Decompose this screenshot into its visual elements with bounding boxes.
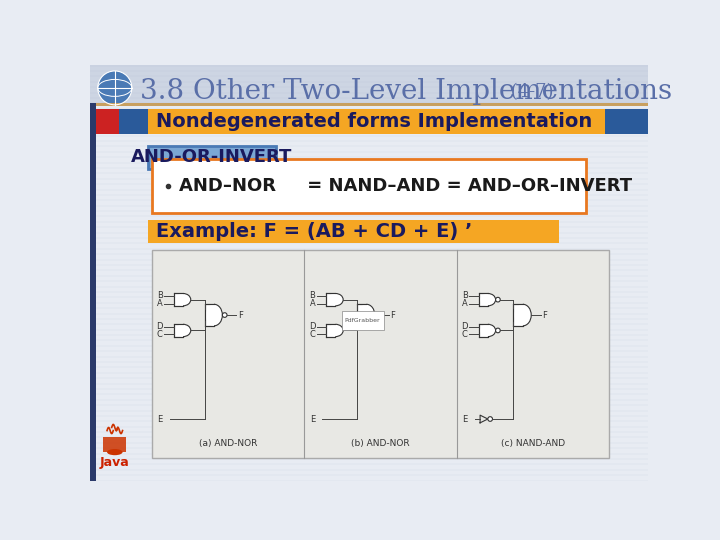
Text: A: A	[310, 299, 315, 308]
Bar	[96, 103, 648, 106]
Bar	[513, 304, 523, 326]
Text: F: F	[238, 310, 243, 320]
Text: Example: F = (AB + CD + E) ’: Example: F = (AB + CD + E) ’	[156, 222, 472, 241]
Bar	[326, 294, 336, 306]
Ellipse shape	[358, 304, 375, 326]
Text: A: A	[462, 299, 468, 308]
Text: F: F	[390, 310, 395, 320]
Bar	[152, 159, 586, 213]
Bar	[96, 110, 120, 134]
Bar	[479, 294, 488, 306]
Text: (a) AND-NOR: (a) AND-NOR	[199, 439, 257, 448]
Bar	[341, 311, 384, 330]
Bar	[96, 110, 148, 134]
Text: Nondegenerated forms Implementation: Nondegenerated forms Implementation	[156, 112, 592, 131]
Bar	[326, 325, 336, 336]
Text: AND–NOR     = NAND–AND = AND–OR–INVERT: AND–NOR = NAND–AND = AND–OR–INVERT	[179, 177, 632, 195]
Bar	[479, 325, 488, 336]
Text: C: C	[157, 330, 163, 339]
Ellipse shape	[328, 293, 343, 306]
Bar	[148, 110, 606, 134]
Text: D: D	[156, 322, 163, 331]
Text: B: B	[157, 291, 163, 300]
Bar	[204, 304, 214, 326]
Text: D: D	[309, 322, 315, 331]
Bar	[103, 437, 127, 452]
Text: B: B	[462, 291, 468, 300]
Bar	[152, 249, 609, 457]
Ellipse shape	[176, 325, 191, 336]
Circle shape	[495, 298, 500, 302]
Text: PdfGrabber: PdfGrabber	[345, 318, 380, 323]
Bar	[174, 294, 183, 306]
Circle shape	[488, 417, 492, 421]
Bar	[357, 304, 366, 326]
Text: A: A	[157, 299, 163, 308]
Text: AND-OR-INVERT: AND-OR-INVERT	[131, 148, 293, 166]
Ellipse shape	[107, 449, 122, 455]
Text: D: D	[462, 322, 468, 331]
Bar	[148, 220, 559, 244]
Text: 3.8 Other Two-Level Implementations: 3.8 Other Two-Level Implementations	[140, 78, 672, 105]
Circle shape	[222, 313, 227, 318]
Ellipse shape	[515, 304, 531, 326]
Text: (c) NAND-AND: (c) NAND-AND	[501, 439, 565, 448]
Ellipse shape	[480, 325, 495, 336]
Ellipse shape	[206, 304, 222, 326]
Text: C: C	[310, 330, 315, 339]
Text: E: E	[310, 415, 315, 423]
Circle shape	[375, 313, 379, 318]
Ellipse shape	[480, 293, 495, 306]
Text: Java: Java	[100, 456, 130, 469]
Bar	[90, 103, 96, 481]
Ellipse shape	[328, 325, 343, 336]
Text: F: F	[542, 310, 547, 320]
Bar	[606, 110, 648, 134]
Circle shape	[98, 71, 132, 105]
Text: (4-7): (4-7)	[505, 83, 553, 101]
Bar	[174, 325, 183, 336]
Text: E: E	[462, 415, 468, 423]
Text: B: B	[310, 291, 315, 300]
Bar	[148, 146, 276, 168]
Ellipse shape	[176, 293, 191, 306]
Text: C: C	[462, 330, 468, 339]
Bar	[90, 65, 648, 103]
Circle shape	[495, 328, 500, 333]
Text: E: E	[158, 415, 163, 423]
Text: (b) AND-NOR: (b) AND-NOR	[351, 439, 410, 448]
